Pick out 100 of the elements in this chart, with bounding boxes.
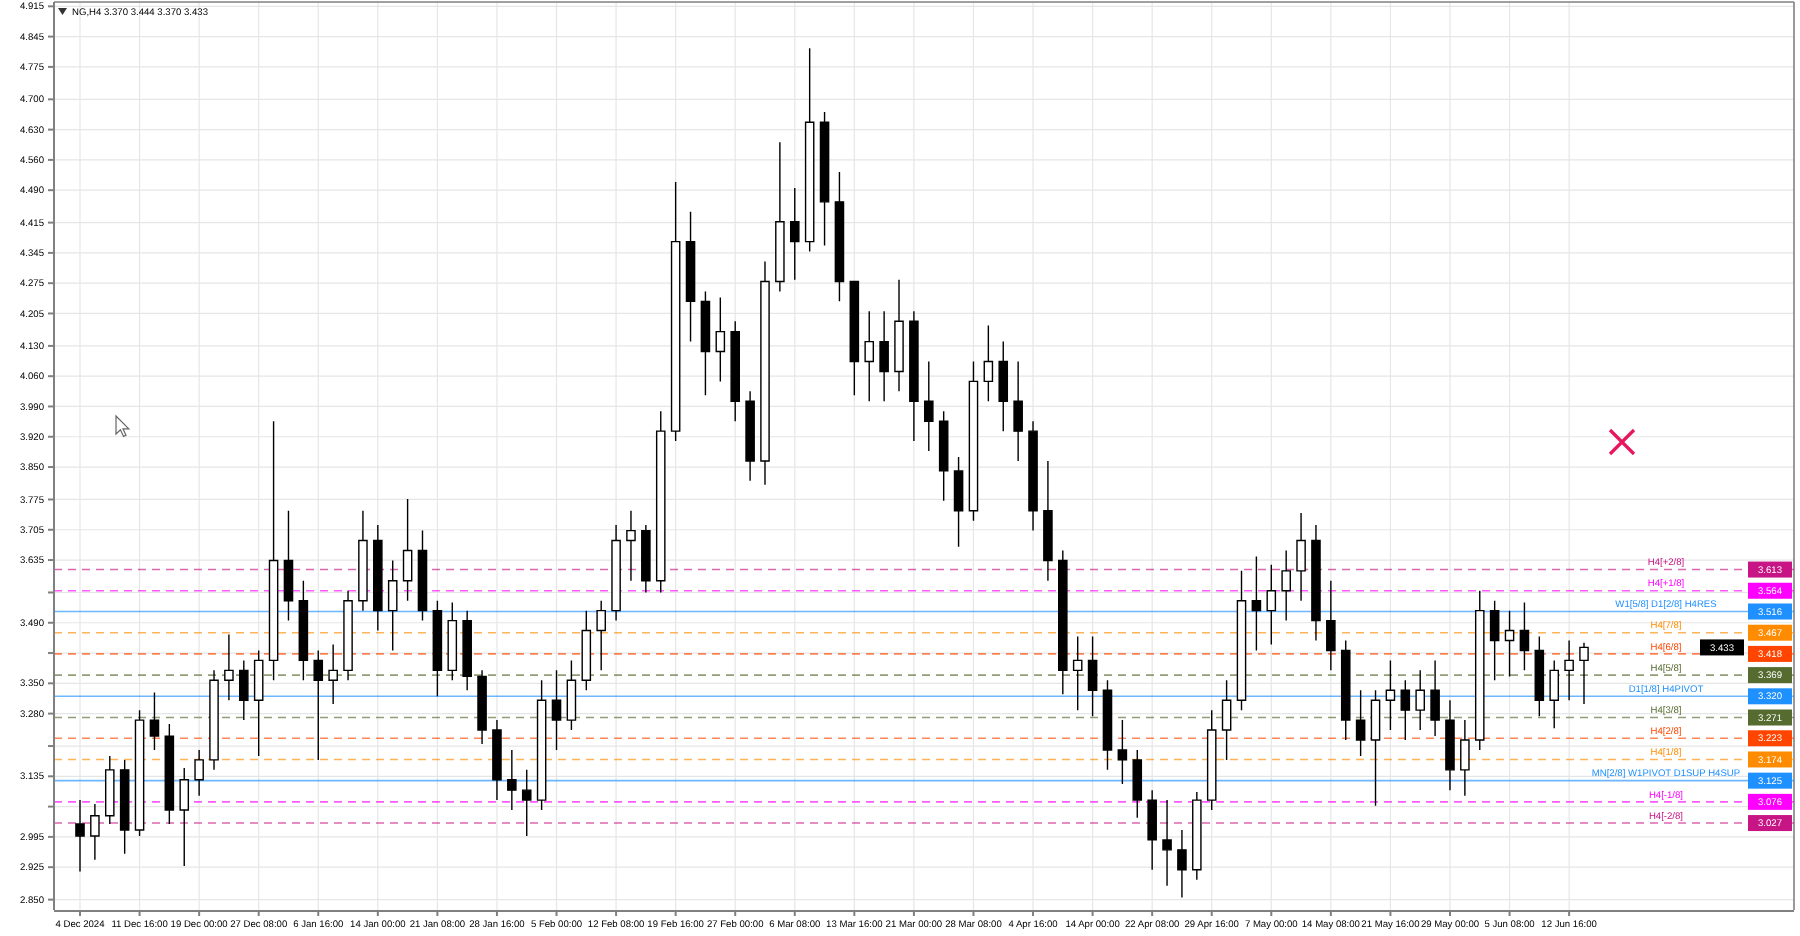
candlestick [462, 609, 472, 691]
candlestick [1504, 609, 1515, 678]
candlestick [894, 279, 904, 393]
candlestick [715, 296, 726, 383]
candlestick [581, 609, 592, 691]
candlestick [864, 310, 875, 402]
candlestick [179, 767, 190, 867]
candlestick [298, 580, 309, 681]
candlestick [1519, 601, 1530, 672]
candlestick [432, 600, 443, 697]
candlestick [164, 723, 175, 825]
candlestick [119, 759, 130, 855]
candlestick [1579, 641, 1589, 705]
candlestick [1534, 635, 1545, 717]
candlestick [1251, 555, 1262, 652]
candlestick [194, 749, 204, 797]
candlestick [745, 390, 755, 482]
candlestick [283, 510, 294, 622]
candlestick [1028, 420, 1038, 532]
candlestick [1489, 600, 1500, 681]
candlestick [789, 187, 800, 281]
candlestick [1281, 549, 1291, 622]
candlestick [626, 510, 636, 582]
candlestick [953, 456, 964, 548]
candlestick [343, 590, 353, 681]
candlestick [1192, 791, 1202, 881]
candlestick [1058, 549, 1068, 695]
candlestick [1132, 749, 1143, 819]
candlestick [909, 310, 919, 442]
candlestick [983, 324, 994, 402]
candlestick [1400, 679, 1411, 741]
candlestick [685, 211, 696, 343]
candlestick [402, 498, 413, 602]
candlestick [1266, 564, 1277, 646]
candlestick [596, 600, 606, 672]
candlestick [1072, 635, 1083, 711]
candlestick [1236, 570, 1247, 711]
candlestick [1221, 679, 1232, 761]
candlestick [1340, 639, 1351, 741]
candlestick [879, 310, 889, 402]
candlestick [373, 524, 383, 632]
candlestick [447, 601, 458, 681]
candlestick [834, 171, 845, 303]
candlestick [1385, 659, 1396, 731]
candlestick [819, 111, 830, 247]
candlestick [1460, 719, 1470, 797]
candlestick [760, 260, 770, 486]
candlestick [1177, 829, 1187, 899]
candlestick [477, 669, 487, 745]
candlestick [224, 633, 234, 701]
candlestick [104, 755, 115, 825]
candlestick [239, 659, 249, 721]
candlestick [149, 691, 160, 751]
candlestick [1013, 360, 1023, 462]
candlestick [670, 181, 681, 442]
candlestick [1370, 689, 1381, 807]
candlestick [1549, 659, 1560, 730]
candlestick [1415, 669, 1425, 731]
candlestick [417, 529, 428, 622]
candlestick [521, 769, 532, 837]
candlestick [1355, 689, 1366, 757]
candlestick [313, 649, 324, 761]
candlestick [492, 719, 502, 801]
candlestick [328, 643, 338, 705]
candlestick [90, 803, 100, 861]
candlestick [536, 679, 547, 811]
candlestick [134, 709, 145, 837]
candlestick [775, 141, 785, 293]
candlestick [641, 524, 651, 594]
candlestick [1206, 709, 1217, 811]
candlestick [551, 669, 562, 751]
candlestick [209, 669, 219, 771]
candlestick [998, 340, 1009, 432]
candlestick [1564, 639, 1574, 701]
candlestick [1430, 659, 1440, 737]
candlestick [507, 749, 517, 811]
candlestick [268, 420, 279, 681]
candlestick [387, 559, 398, 652]
candlestick [1311, 524, 1321, 642]
candlestick [938, 410, 949, 502]
candlestick [1445, 699, 1455, 791]
candlestick [1326, 580, 1336, 672]
candlestick [1087, 635, 1098, 717]
candlestick [253, 649, 264, 757]
candlestick [730, 320, 740, 422]
candlestick [611, 524, 621, 622]
candlestick [924, 360, 934, 452]
candlestick [849, 280, 860, 396]
candlestick [1296, 512, 1306, 602]
candlestick [358, 510, 368, 612]
candlestick [1147, 789, 1157, 871]
candlestick [1102, 679, 1113, 771]
candlestick [700, 290, 711, 396]
candlestick [968, 360, 979, 522]
candlestick [655, 410, 666, 594]
candlestick [566, 659, 577, 731]
candlestick [1474, 590, 1485, 751]
candlestick [75, 799, 85, 873]
candlestick [1162, 799, 1172, 887]
candlestick [1043, 460, 1053, 582]
